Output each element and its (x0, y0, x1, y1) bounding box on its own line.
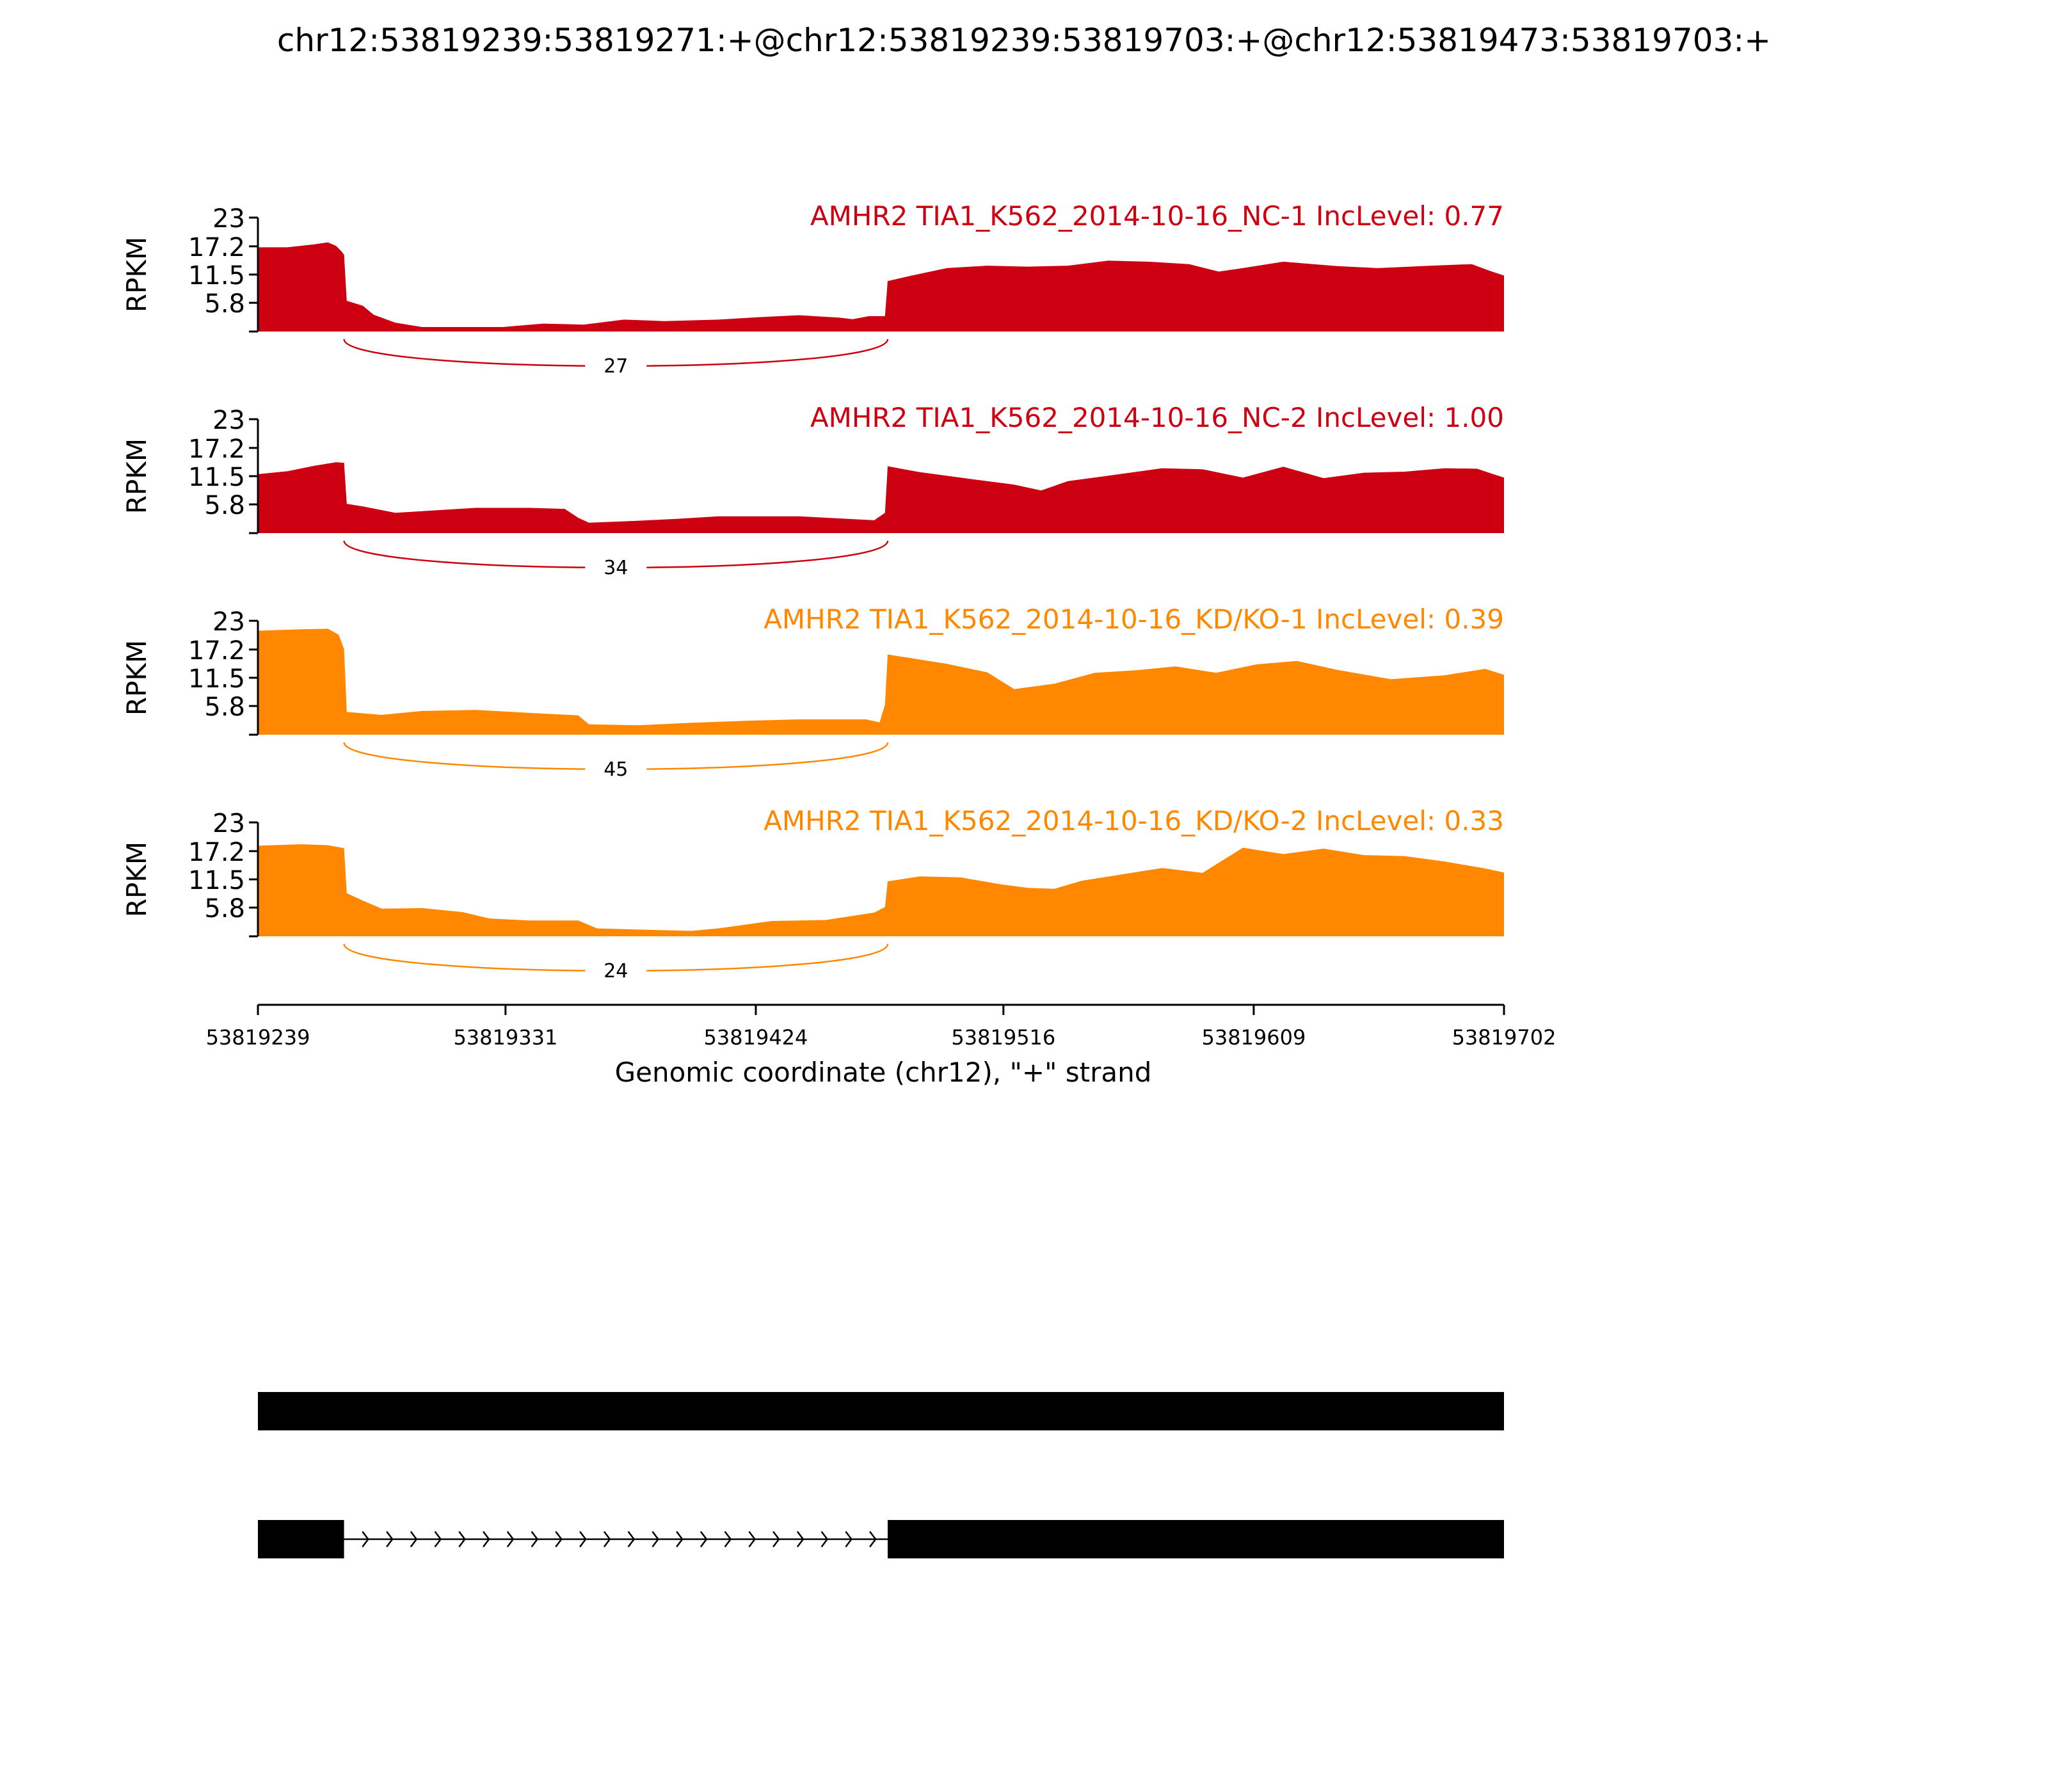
strand-arrow (458, 1531, 466, 1548)
strand-arrow (362, 1531, 369, 1548)
gene-model-track (258, 1392, 1504, 1558)
strand-arrow (772, 1531, 780, 1548)
junction-count: 24 (604, 960, 628, 982)
coverage-area (258, 462, 1504, 533)
junction-count: 34 (604, 557, 628, 579)
strand-arrow (603, 1531, 611, 1548)
strand-arrow (652, 1531, 659, 1548)
strand-arrow (845, 1531, 852, 1548)
y-tick-label: 11.5 (188, 866, 245, 895)
coverage-area (258, 242, 1504, 332)
x-tick-label: 53819609 (1201, 1025, 1306, 1050)
junction-count-bg (585, 957, 647, 982)
strand-arrow (676, 1531, 684, 1548)
strand-arrow (796, 1531, 804, 1548)
junction-count-bg (585, 554, 647, 579)
strand-arrow (724, 1531, 732, 1548)
y-axis-label: RPKM (121, 237, 152, 312)
gene-model (258, 1520, 1504, 1558)
sample-label: AMHR2 TIA1_K562_2014-10-16_KD/KO-1 IncLe… (764, 604, 1504, 635)
y-axis-label: RPKM (121, 842, 152, 917)
strand-arrow (434, 1531, 442, 1548)
strand-arrow (555, 1531, 563, 1548)
strand-arrow (386, 1531, 394, 1548)
y-tick-label: 17.2 (188, 233, 245, 262)
y-tick-label: 11.5 (188, 463, 245, 492)
junction-count: 45 (604, 758, 628, 781)
sample-label: AMHR2 TIA1_K562_2014-10-16_KD/KO-2 IncLe… (764, 805, 1504, 836)
y-axis-label: RPKM (121, 640, 152, 716)
y-tick-label: 17.2 (188, 636, 245, 666)
exon-block (258, 1392, 1504, 1430)
x-tick-label: 53819331 (453, 1025, 557, 1050)
strand-arrow (748, 1531, 756, 1548)
strand-arrow (579, 1531, 587, 1548)
strand-arrow (506, 1531, 515, 1548)
x-axis-label: Genomic coordinate (chr12), "+" strand (615, 1057, 1152, 1088)
coverage-area (258, 844, 1504, 936)
coverage-area (258, 628, 1504, 735)
x-tick-label: 53819702 (1452, 1025, 1556, 1050)
y-tick-label: 11.5 (188, 664, 245, 694)
y-tick-label: 5.8 (204, 692, 245, 722)
x-tick-label: 53819239 (206, 1025, 310, 1050)
y-tick-label: 5.8 (204, 491, 245, 520)
junction-count-bg (585, 352, 647, 378)
gene-model (258, 1392, 1504, 1430)
strand-arrow (700, 1531, 708, 1548)
y-tick-label: 17.2 (188, 435, 245, 464)
strand-arrow (820, 1531, 829, 1548)
y-tick-label: 17.2 (188, 838, 245, 867)
y-tick-label: 23 (212, 406, 245, 435)
exon-block (888, 1520, 1504, 1558)
sample-label: AMHR2 TIA1_K562_2014-10-16_NC-1 IncLevel… (810, 200, 1504, 232)
exon-block (258, 1520, 344, 1558)
strand-arrow (410, 1531, 418, 1548)
strand-arrow (483, 1531, 490, 1548)
strand-arrow (531, 1531, 539, 1548)
junction-count: 27 (604, 355, 628, 378)
x-tick-label: 53819424 (704, 1025, 808, 1050)
y-tick-label: 23 (212, 607, 245, 637)
y-tick-label: 23 (212, 204, 245, 234)
figure-title: chr12:53819239:53819271:+@chr12:53819239… (277, 22, 1771, 59)
x-tick-label: 53819516 (951, 1025, 1055, 1050)
strand-arrow (627, 1531, 636, 1548)
y-tick-label: 11.5 (188, 261, 245, 291)
y-tick-label: 5.8 (204, 289, 245, 319)
x-axis: Genomic coordinate (chr12), "+" strand 5… (206, 1004, 1556, 1088)
y-tick-label: 5.8 (204, 894, 245, 924)
y-tick-label: 23 (212, 809, 245, 838)
junction-count-bg (585, 755, 647, 781)
sample-label: AMHR2 TIA1_K562_2014-10-16_NC-2 IncLevel… (810, 402, 1504, 433)
y-axis-label: RPKM (121, 438, 152, 514)
strand-arrow (869, 1531, 877, 1548)
